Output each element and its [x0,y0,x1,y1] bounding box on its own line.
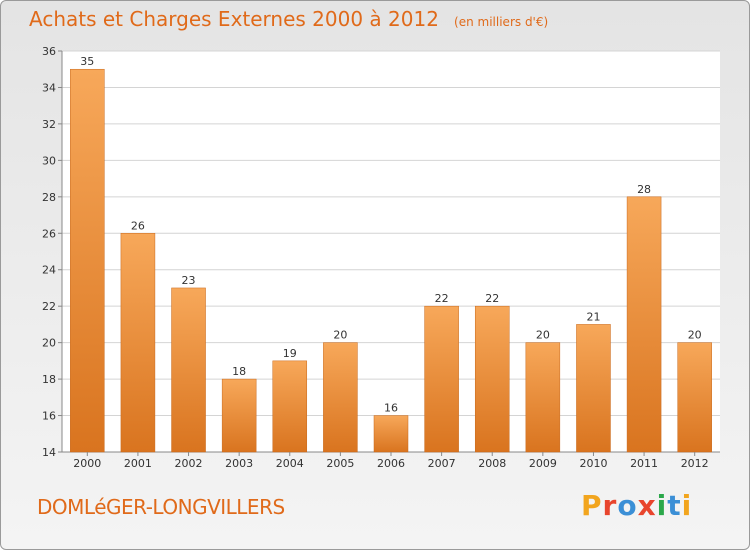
x-tick-label-2000: 2000 [73,457,101,470]
y-tick-label: 14 [42,446,56,459]
x-tick-label-2001: 2001 [124,457,152,470]
plot-area [62,51,720,452]
place-name: DOMLéGER-LONGVILLERS [37,495,285,519]
y-tick-label: 30 [42,154,56,167]
y-tick-label: 28 [42,191,56,204]
value-label-2000: 35 [80,55,94,68]
x-tick-label-2003: 2003 [225,457,253,470]
x-tick-label-2008: 2008 [478,457,506,470]
logo-letter: o [617,489,638,522]
logo-letter: i [656,489,668,522]
value-label-2001: 26 [131,219,145,232]
x-tick-label-2009: 2009 [529,457,557,470]
value-label-2008: 22 [485,292,499,305]
logo-letter: t [667,489,682,522]
x-tick-label-2006: 2006 [377,457,405,470]
value-label-2002: 23 [182,274,196,287]
x-tick-label-2002: 2002 [175,457,203,470]
bar-2011 [626,196,662,453]
y-tick-label: 36 [42,45,56,58]
y-tick-label: 18 [42,373,56,386]
bar-2000 [70,68,105,453]
x-tick-label-2011: 2011 [630,457,658,470]
bar-2010 [576,324,611,453]
y-tick-label: 22 [42,300,56,313]
logo-letter: i [681,489,693,522]
value-label-2003: 18 [232,365,246,378]
bar-2001 [120,233,156,453]
y-tick-label: 26 [42,227,56,240]
y-tick-label: 20 [42,337,56,350]
logo-letter: x [637,489,657,522]
bar-2002 [171,287,206,453]
x-tick-label-2004: 2004 [276,457,304,470]
bar-2006 [373,415,409,453]
value-label-2007: 22 [435,292,449,305]
x-tick-label-2010: 2010 [579,457,607,470]
logo-letter: r [602,489,618,522]
x-tick-label-2012: 2012 [681,457,709,470]
chart-title: Achats et Charges Externes 2000 à 2012 (… [29,7,548,31]
bar-2008 [474,305,510,453]
value-label-2011: 28 [637,183,651,196]
value-label-2010: 21 [586,310,600,323]
value-label-2004: 19 [283,347,297,360]
value-label-2009: 20 [536,329,550,342]
y-tick-label: 16 [42,410,56,423]
bar-2012 [677,342,712,453]
proxiti-logo: Proxiti [581,489,692,522]
y-tick-label: 34 [42,81,56,94]
y-tick-label: 32 [42,118,56,131]
bar-2005 [323,342,358,453]
value-label-2012: 20 [688,329,702,342]
chart-title-unit: (en milliers d'€) [454,15,549,29]
chart-title-main: Achats et Charges Externes 2000 à 2012 [29,7,439,31]
value-label-2005: 20 [333,329,347,342]
y-tick-label: 24 [42,264,56,277]
bar-2009 [525,342,561,453]
bar-2007 [424,305,459,453]
bar-2004 [272,360,308,453]
x-tick-label-2005: 2005 [326,457,354,470]
x-tick-label-2007: 2007 [428,457,456,470]
bar-2003 [221,378,257,453]
logo-letter: P [581,489,603,522]
value-label-2006: 16 [384,402,398,415]
